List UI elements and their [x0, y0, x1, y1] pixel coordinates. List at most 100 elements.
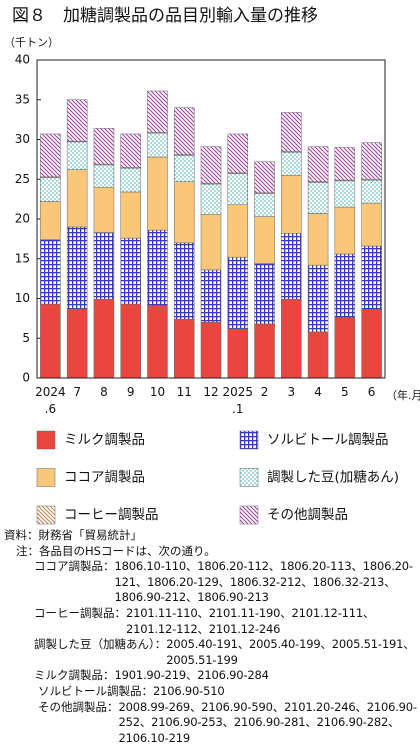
bar-segment [227, 204, 249, 258]
bar-segment [361, 309, 382, 379]
bar-segment [173, 318, 195, 379]
note-intro: 注：各品目のHSコードは、次の通り。 [16, 543, 216, 558]
note-codes: 2005.40-191、2005.40-199、2005.51-191、2005… [166, 637, 415, 667]
y-tick-label: 20 [15, 212, 30, 226]
x-tick-label: 2024 .6 [35, 385, 66, 416]
y-tick-label: 0 [22, 371, 30, 385]
bar-segment [334, 317, 356, 379]
note-item: ココア調製品： 1806.10-110、1806.20-112、1806.20-1… [4, 559, 418, 606]
bar-segment [93, 299, 115, 379]
legend-label: ミルク調製品 [64, 432, 145, 448]
legend-label: 調製した豆(加糖あん) [267, 470, 399, 486]
bar-segment [147, 229, 168, 306]
bar-segment [281, 175, 302, 234]
legend-swatch [36, 430, 56, 450]
note-label: ミルク調製品： [34, 668, 115, 683]
bar-segment [147, 90, 168, 133]
y-tick-label: 30 [15, 132, 30, 146]
bar-segment [200, 183, 222, 215]
bar-segment [40, 201, 61, 240]
x-tick-label: 10 [149, 385, 166, 399]
bar-segment [200, 213, 222, 271]
y-tick-label: 5 [22, 331, 30, 345]
bar-segment [93, 232, 115, 300]
bar-segment [40, 133, 61, 178]
note-label: その他調製品： [38, 699, 119, 714]
bar-segment [361, 142, 382, 180]
x-tick-label: 8 [100, 385, 108, 399]
bar-segment [147, 132, 168, 158]
bar-segment [227, 133, 249, 174]
bar-segment [334, 253, 356, 318]
bar-segment [147, 156, 168, 231]
note-codes: 2008.99-269、2106.90-590、2101.20-246、2106… [118, 699, 418, 745]
bar-segment [361, 245, 382, 310]
x-tick-label: 3 [287, 385, 296, 399]
note-codes: 1806.10-110、1806.20-112、1806.20-113、1806… [114, 559, 414, 605]
x-tick-label: 12 [203, 385, 219, 399]
note-codes: 2106.90-510 [153, 683, 225, 698]
bar-segment [93, 164, 115, 188]
bar-segment [40, 177, 61, 202]
bar-segment [227, 256, 249, 329]
x-tick-label: 9 [126, 385, 135, 399]
legend-swatch [36, 468, 56, 487]
y-unit: （千トン） [4, 36, 59, 49]
bar-segment [200, 146, 222, 184]
bar-segment [254, 216, 275, 264]
bar-segment [120, 133, 141, 168]
bar-segment [173, 242, 195, 320]
y-tick-label: 10 [15, 291, 30, 305]
legend-swatch [239, 468, 259, 487]
y-tick-label: 40 [15, 53, 30, 67]
note-label: ソルビトール調製品： [38, 683, 153, 698]
bar-segment [120, 167, 141, 193]
bar-segment [281, 112, 302, 152]
bar-segment [307, 331, 329, 379]
bar-segment [147, 305, 168, 379]
note-item: ソルビトール調製品： 2106.90-510 [4, 684, 418, 700]
bar-segment [307, 182, 329, 214]
note-item: 調製した豆（加糖あん）： 2005.40-191、2005.40-199、2005… [4, 637, 418, 668]
bar-segment [200, 269, 222, 323]
bar-segment [254, 193, 275, 217]
bar-segment [173, 181, 195, 244]
bar-segment [66, 99, 88, 142]
bar-segment [66, 308, 88, 379]
bar-segment [361, 202, 382, 247]
bar-segment [227, 173, 249, 205]
note-item: コーヒー調製品： 2101.11-110、2101.11-190、2101.12-… [4, 606, 418, 637]
x-tick-label: 11 [176, 385, 192, 399]
note-label: ココア調製品： [34, 559, 115, 574]
bar-segment [281, 151, 302, 176]
y-tick-label: 35 [15, 92, 30, 106]
legend-swatch [239, 430, 259, 450]
legend-label: コーヒー調製品 [64, 507, 159, 523]
notes: 資料：財務省「貿易統計」 注：各品目のHSコードは、次の通り。 ココア調製品： 1… [4, 528, 418, 746]
x-tick-label: 2 [260, 385, 269, 399]
note-label: コーヒー調製品： [34, 605, 126, 620]
x-tick-label: 7 [73, 385, 81, 399]
bar-segment [40, 303, 61, 379]
source: 資料：財務省「貿易統計」 [4, 528, 142, 542]
note-codes: 1901.90-219、2106.90-284 [114, 668, 269, 683]
legend-label: ソルビトール調製品 [267, 432, 389, 448]
bar-segment [254, 263, 275, 325]
bar-segment [334, 180, 356, 208]
bar-segment [307, 264, 329, 333]
bar-segment [120, 191, 141, 239]
bar-segment [120, 237, 141, 305]
x-tick-label: 6 [367, 385, 376, 399]
bar-segment [173, 107, 195, 155]
legend-swatch [239, 505, 259, 525]
plot-frame [36, 59, 386, 379]
legend-label: ココア調製品 [64, 470, 145, 486]
bar-segment [307, 146, 329, 182]
bar-segment [93, 128, 115, 165]
legend-label: その他調製品 [267, 507, 348, 523]
note-item: その他調製品： 2008.99-269、2106.90-590、2101.20-2… [4, 700, 418, 746]
bar-segment [120, 303, 141, 379]
note-codes: 2101.11-110、2101.11-190、2101.12-111、2101… [126, 605, 375, 636]
x-tick-label: 4 [314, 385, 322, 399]
